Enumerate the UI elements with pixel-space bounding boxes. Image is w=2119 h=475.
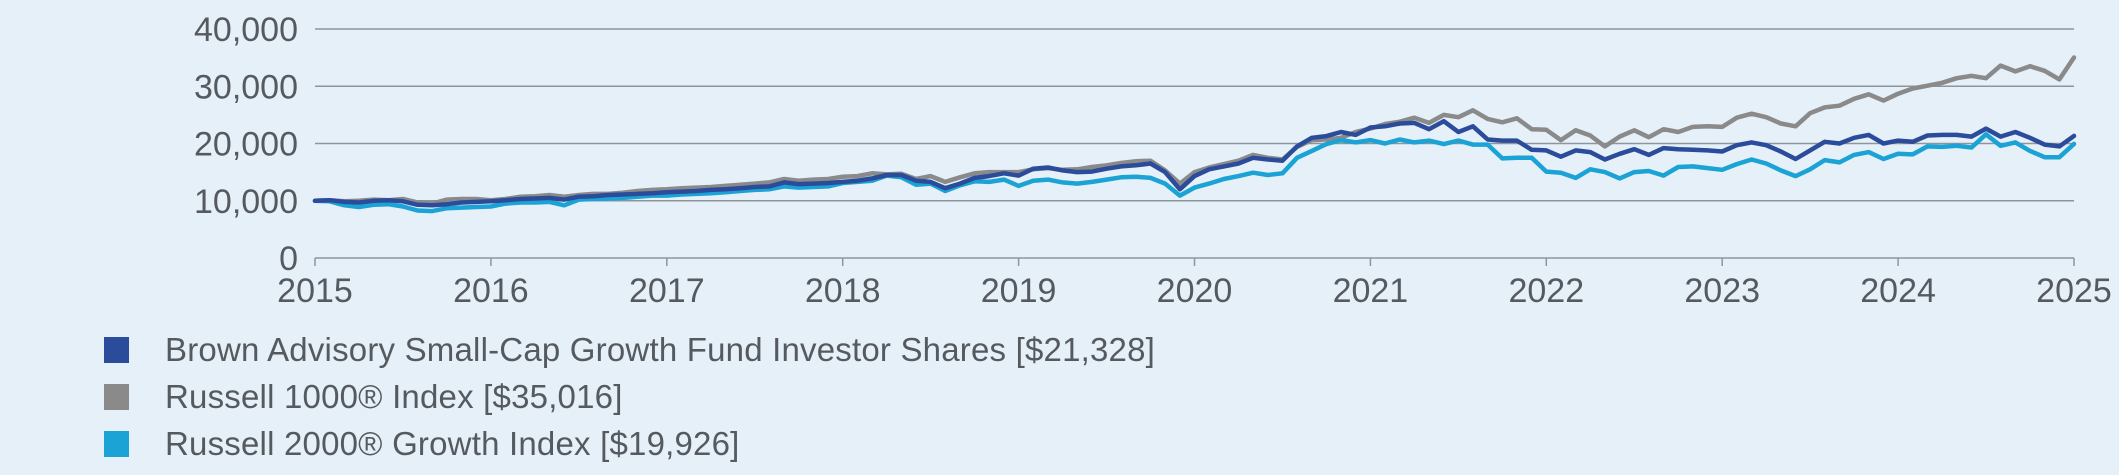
x-tick-label: 2020 xyxy=(1157,272,1233,310)
legend-item-fund: Brown Advisory Small-Cap Growth Fund Inv… xyxy=(104,326,1155,373)
legend-swatch-russell-2000-growth xyxy=(104,430,129,457)
y-tick-label: 30,000 xyxy=(194,68,298,106)
x-axis-ticks: 2015 2016 2017 2018 2019 2020 2021 2022 2023 2024… xyxy=(277,272,2112,310)
x-tick-label: 2018 xyxy=(805,272,881,310)
legend-label-russell-1000: Russell 1000® Index [$35,016] xyxy=(165,377,623,415)
series-line-russell-2000-growth xyxy=(312,132,2077,214)
x-tick-label: 2022 xyxy=(1508,272,1584,310)
legend-swatch-russell-1000 xyxy=(104,383,129,410)
y-tick-label: 20,000 xyxy=(194,126,298,164)
series-lines xyxy=(312,55,2077,214)
y-tick-label: 40,000 xyxy=(194,11,298,49)
x-axis xyxy=(314,257,2075,266)
series-line-fund xyxy=(312,118,2077,208)
series-line-russell-1000 xyxy=(312,55,2077,206)
y-tick-label: 0 xyxy=(279,240,298,278)
legend-item-russell-1000: Russell 1000® Index [$35,016] xyxy=(104,373,1155,420)
x-tick-label: 2024 xyxy=(1860,272,1936,310)
x-tick-label: 2016 xyxy=(453,272,529,310)
x-tick-label: 2015 xyxy=(277,272,353,310)
legend-label-russell-2000-growth: Russell 2000® Growth Index [$19,926] xyxy=(165,424,740,462)
y-tick-label: 10,000 xyxy=(194,183,298,221)
x-tick-label: 2017 xyxy=(629,272,705,310)
x-tick-label: 2019 xyxy=(981,272,1057,310)
x-tick-label: 2021 xyxy=(1333,272,1409,310)
legend-swatch-fund xyxy=(104,336,129,363)
x-tick-label: 2023 xyxy=(1684,272,1760,310)
legend-item-russell-2000-growth: Russell 2000® Growth Index [$19,926] xyxy=(104,420,1155,467)
legend-label-fund: Brown Advisory Small-Cap Growth Fund Inv… xyxy=(165,330,1156,368)
legend: Brown Advisory Small-Cap Growth Fund Inv… xyxy=(104,326,1155,467)
y-axis-ticks: 0 10,000 20,000 30,000 40,000 xyxy=(194,11,298,278)
x-tick-label: 2025 xyxy=(2036,272,2112,310)
gridlines xyxy=(315,28,2074,202)
